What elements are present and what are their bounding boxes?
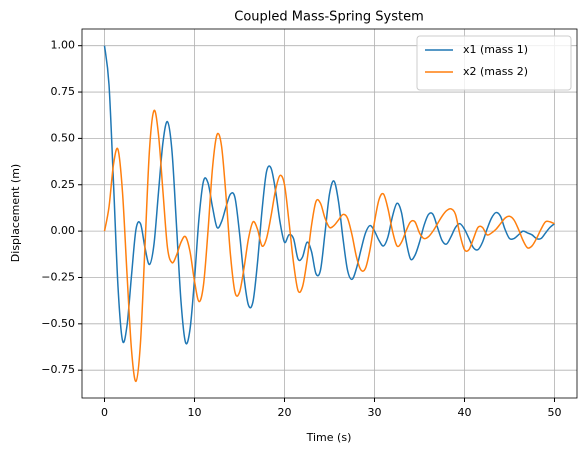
x-tick-label: 10	[188, 406, 202, 419]
x-axis-label: Time (s)	[306, 431, 352, 444]
y-tick-label: 1.00	[51, 39, 76, 52]
data-line	[103, 109, 555, 383]
y-tick-label: 0.25	[51, 178, 76, 191]
legend-box	[416, 35, 572, 91]
x-tick-label: 30	[368, 406, 382, 419]
y-tick-label: −0.50	[41, 317, 75, 330]
y-tick-label: 0.75	[51, 85, 76, 98]
legend-label: x2 (mass 2)	[463, 65, 528, 78]
y-tick-label: −0.75	[41, 363, 75, 376]
chart-title: Coupled Mass-Spring System	[234, 10, 424, 25]
y-tick-label: −0.25	[41, 270, 75, 283]
x-tick-label: 20	[278, 406, 292, 419]
plot-frame	[81, 28, 578, 399]
x-tick-label: 0	[101, 406, 108, 419]
legend-label: x1 (mass 1)	[463, 43, 528, 56]
y-tick-label: 0.00	[51, 224, 76, 237]
y-axis-label: Displacement (m)	[9, 164, 22, 262]
x-tick-label: 40	[458, 406, 472, 419]
x-tick-label: 50	[548, 406, 562, 419]
data-line	[103, 45, 555, 345]
y-tick-label: 0.50	[51, 131, 76, 144]
